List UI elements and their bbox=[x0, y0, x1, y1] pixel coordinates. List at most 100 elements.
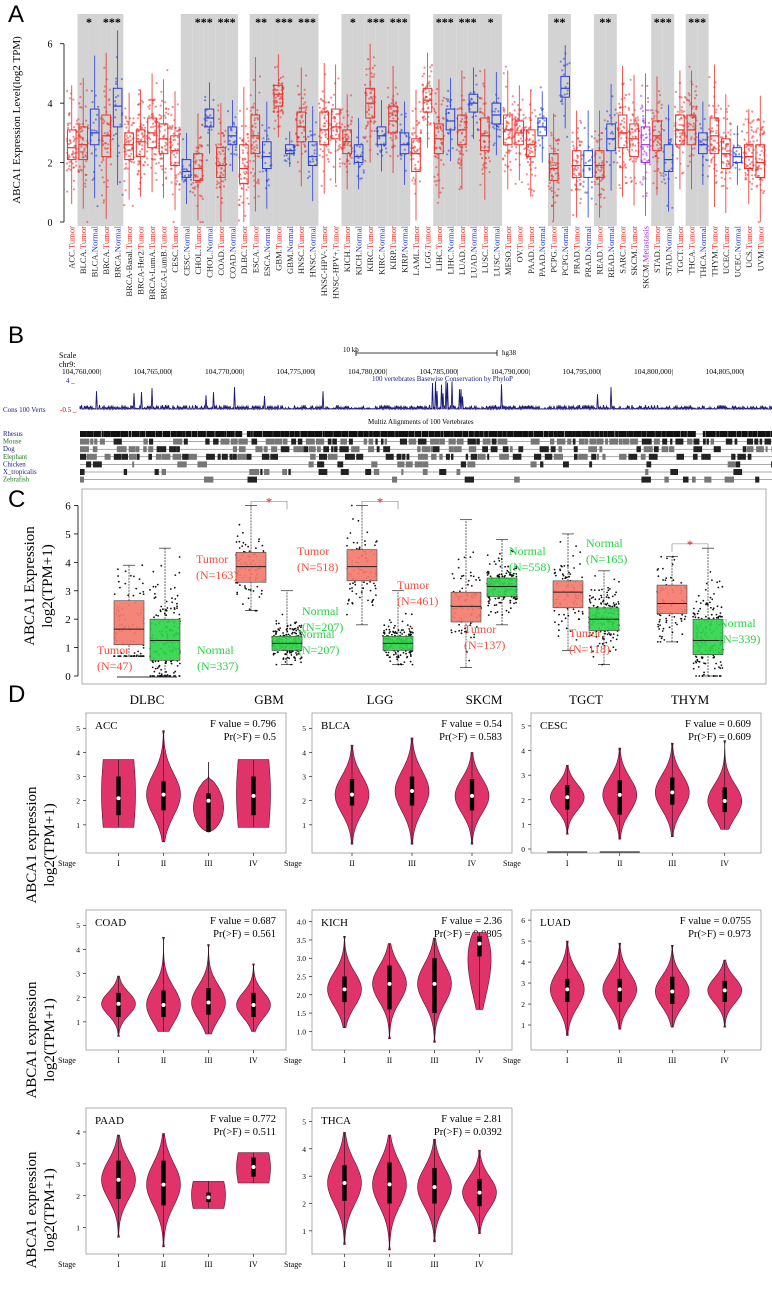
b-chrom-label: chr9: bbox=[59, 360, 75, 369]
a-point bbox=[523, 147, 526, 150]
a-point bbox=[628, 93, 631, 96]
c-point bbox=[372, 598, 375, 601]
a-point bbox=[297, 144, 300, 147]
b-align-block bbox=[93, 431, 101, 437]
c-point bbox=[406, 655, 409, 658]
c-point bbox=[515, 573, 518, 575]
b-align-block bbox=[113, 453, 122, 460]
b-align-block bbox=[264, 469, 270, 475]
c-point bbox=[561, 577, 564, 580]
a-point bbox=[222, 173, 225, 176]
b-align-block bbox=[619, 453, 627, 460]
a-point bbox=[554, 164, 557, 167]
a-point bbox=[561, 69, 564, 72]
a-point bbox=[533, 109, 536, 112]
c-point bbox=[515, 598, 518, 601]
b-align-block bbox=[557, 431, 565, 437]
b-align-block bbox=[630, 438, 638, 445]
b-align-block bbox=[251, 438, 258, 445]
a-point bbox=[505, 120, 508, 123]
a-point bbox=[364, 159, 367, 162]
c-point bbox=[239, 584, 241, 586]
c-point bbox=[612, 636, 614, 639]
a-point bbox=[335, 127, 338, 130]
a-point bbox=[745, 145, 748, 149]
a-point bbox=[439, 126, 442, 129]
a-point bbox=[182, 180, 185, 183]
a-point bbox=[729, 129, 732, 132]
a-point bbox=[68, 97, 72, 100]
a-point bbox=[142, 124, 145, 127]
a-point bbox=[425, 91, 428, 94]
b-align-block bbox=[499, 453, 509, 460]
a-point bbox=[323, 141, 326, 144]
b-align-block bbox=[149, 438, 154, 445]
c-point bbox=[358, 547, 361, 550]
c-point bbox=[366, 531, 369, 534]
c-y-tick-label-1: 1 bbox=[65, 643, 71, 655]
a-point bbox=[687, 92, 690, 95]
b-align-block bbox=[605, 438, 609, 445]
b-align-block bbox=[227, 431, 235, 437]
a-point bbox=[124, 162, 128, 165]
a-point bbox=[132, 161, 136, 164]
a-point bbox=[653, 125, 657, 128]
b-align-block bbox=[482, 446, 488, 453]
a-point bbox=[341, 108, 344, 111]
a-point bbox=[324, 114, 327, 117]
a-point bbox=[172, 132, 175, 135]
a-point bbox=[669, 140, 672, 143]
c-point bbox=[247, 597, 250, 600]
a-point bbox=[274, 96, 278, 99]
a-point bbox=[321, 90, 324, 93]
a-point bbox=[395, 101, 398, 104]
a-point bbox=[463, 135, 466, 138]
b-align-block bbox=[512, 453, 522, 460]
a-point bbox=[729, 133, 732, 136]
a-point bbox=[487, 150, 490, 153]
b-align-block bbox=[161, 469, 166, 475]
a-point bbox=[97, 105, 100, 108]
a-point bbox=[708, 165, 711, 168]
a-point bbox=[714, 119, 717, 122]
a-point bbox=[396, 92, 399, 96]
c-point bbox=[165, 614, 168, 616]
a-point bbox=[160, 90, 163, 93]
a-point bbox=[376, 153, 379, 156]
a-point bbox=[349, 155, 352, 158]
a-point bbox=[103, 90, 106, 93]
c-point bbox=[385, 628, 388, 631]
a-point bbox=[205, 119, 208, 122]
c-point bbox=[117, 575, 119, 577]
a-point bbox=[538, 113, 542, 116]
a-point bbox=[637, 118, 640, 122]
a-point bbox=[658, 137, 661, 140]
a-point bbox=[693, 142, 696, 145]
a-point bbox=[727, 131, 730, 134]
b-align-block bbox=[319, 453, 328, 460]
a-point bbox=[447, 149, 450, 152]
c-point bbox=[293, 656, 295, 659]
a-point bbox=[643, 127, 646, 130]
c-point bbox=[349, 583, 351, 585]
a-point bbox=[745, 110, 748, 113]
a-point bbox=[756, 139, 759, 142]
a-point bbox=[654, 128, 657, 131]
a-point bbox=[193, 187, 196, 190]
a-point bbox=[521, 134, 524, 137]
a-point bbox=[493, 110, 496, 113]
c-point bbox=[399, 654, 402, 657]
c-point bbox=[469, 624, 472, 626]
c-point bbox=[557, 623, 560, 626]
a-point bbox=[163, 144, 167, 148]
a-point bbox=[280, 95, 283, 98]
a-point bbox=[744, 171, 747, 174]
a-point bbox=[631, 142, 635, 146]
a-point bbox=[362, 169, 365, 172]
a-point bbox=[254, 140, 257, 143]
a-point bbox=[276, 88, 279, 92]
a-point bbox=[514, 182, 517, 185]
c-point bbox=[402, 651, 405, 654]
c-point bbox=[300, 631, 303, 634]
a-point bbox=[447, 111, 450, 114]
